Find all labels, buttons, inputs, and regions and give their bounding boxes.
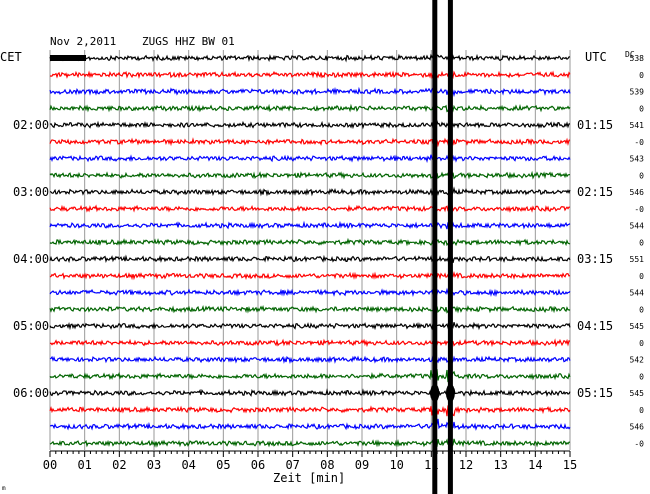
x-tick-label: 13 [493, 458, 507, 472]
left-hour-label: 04:00 [13, 252, 49, 266]
dc-offset-value: -0 [634, 439, 644, 448]
trace-group [49, 53, 571, 451]
right-hour-label: 02:15 [577, 185, 613, 199]
dc-offset-value: 0 [639, 238, 644, 247]
dc-offset-value: 545 [630, 389, 645, 398]
grid-lines [49, 50, 571, 450]
station-label: ZUGS HHZ BW 01 [142, 35, 235, 48]
dc-offset-value: 544 [630, 289, 645, 298]
x-tick-label: 10 [389, 458, 403, 472]
trace-line [49, 321, 571, 331]
x-tick-label: 01 [77, 458, 91, 472]
dc-offset-value: 544 [630, 222, 645, 231]
dc-offset-value: 551 [630, 255, 645, 264]
trace-line [49, 437, 571, 451]
trace-line [49, 119, 571, 130]
dc-offset-value: 539 [630, 88, 645, 97]
left-hour-label: 06:00 [13, 386, 49, 400]
trace-line [49, 186, 571, 197]
event-marker-blob [430, 384, 440, 402]
trace-line [49, 418, 571, 432]
trace-line [49, 338, 571, 349]
trace-line [49, 254, 571, 265]
dc-offset-value: 0 [639, 372, 644, 381]
trace-line [49, 304, 571, 314]
dc-offset-value: 0 [639, 104, 644, 113]
dc-offset-value: 0 [639, 171, 644, 180]
trace-line [49, 86, 571, 98]
x-axis: 00 01 02 03 04 05 06 07 08 09 10 11 12 13 14 15 [43, 450, 577, 472]
x-tick-label: 05 [216, 458, 230, 472]
date-label: Nov 2,2011 [50, 35, 116, 48]
trace-line [49, 369, 571, 383]
trace-line [49, 70, 571, 80]
x-tick-label: 14 [528, 458, 542, 472]
right-hour-label: 05:15 [577, 386, 613, 400]
dc-offset-value: 538 [630, 54, 645, 63]
right-hour-label: 03:15 [577, 252, 613, 266]
trace-line [49, 270, 571, 281]
trace-line [49, 287, 571, 298]
event-marker [447, 0, 453, 494]
trace-line [49, 53, 571, 63]
x-tick-label: 07 [285, 458, 299, 472]
left-hour-label: 03:00 [13, 185, 49, 199]
event-marker [432, 0, 438, 494]
dc-offset-value: 0 [639, 406, 644, 415]
right-hour-label: 04:15 [577, 319, 613, 333]
dc-offset-value: -0 [634, 138, 644, 147]
trace-line [49, 170, 571, 180]
corner-mark: m [2, 485, 6, 492]
x-tick-label: 03 [147, 458, 161, 472]
trace-line [49, 203, 571, 213]
dc-offset-value: 546 [630, 188, 645, 197]
dc-offset-value: 542 [630, 356, 645, 365]
trace-line [49, 237, 571, 247]
x-tick-label: 08 [320, 458, 334, 472]
dc-label: DC [625, 50, 635, 59]
x-tick-label: 04 [181, 458, 195, 472]
right-timezone-label: UTC [585, 50, 607, 64]
dc-offset-value: 0 [639, 272, 644, 281]
labels: Nov 2,2011 ZUGS HHZ BW 01 CET UTC DC Zei… [0, 35, 644, 492]
dc-offset-value: 0 [639, 305, 644, 314]
x-tick-label: 06 [251, 458, 265, 472]
trace-line [49, 220, 571, 230]
dc-offset-value: 0 [639, 339, 644, 348]
event-marker-blob [445, 384, 455, 402]
left-timezone-label: CET [0, 50, 22, 64]
dc-offset-value: 0 [639, 71, 644, 80]
x-tick-label: 00 [43, 458, 57, 472]
x-tick-label: 02 [112, 458, 126, 472]
trace-line [49, 102, 571, 113]
right-hour-label: 01:15 [577, 118, 613, 132]
trace-line [49, 405, 571, 417]
x-tick-label: 15 [563, 458, 577, 472]
left-hour-label: 02:00 [13, 118, 49, 132]
dc-offset-value: -0 [634, 205, 644, 214]
dc-offset-value: 546 [630, 423, 645, 432]
dc-offset-value: 543 [630, 155, 645, 164]
x-axis-title: Zeit [min] [273, 471, 345, 485]
dc-offset-value: 545 [630, 322, 645, 331]
trace-line [49, 353, 571, 365]
x-tick-label: 12 [459, 458, 473, 472]
x-tick-label: 11 [424, 458, 438, 472]
event-markers [430, 0, 455, 494]
left-hour-label: 05:00 [13, 319, 49, 333]
trace-line [49, 153, 571, 164]
trace-line [49, 387, 571, 401]
trace-start-burst [50, 55, 86, 61]
x-tick-label: 09 [355, 458, 369, 472]
trace-line [49, 137, 571, 148]
dc-offset-value: 541 [630, 121, 645, 130]
